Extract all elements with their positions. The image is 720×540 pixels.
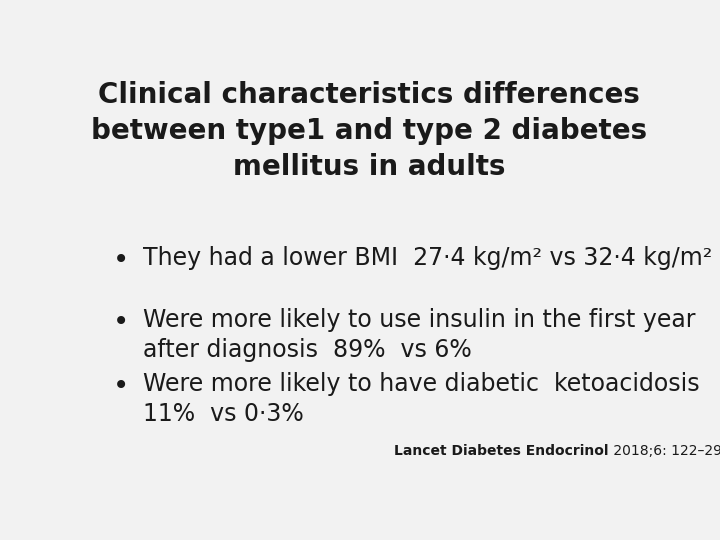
- Text: Clinical characteristics differences
between type1 and type 2 diabetes
mellitus : Clinical characteristics differences bet…: [91, 82, 647, 181]
- Text: Were more likely to have diabetic  ketoacidosis
11%  vs 0·3%: Were more likely to have diabetic ketoac…: [143, 373, 700, 426]
- Text: •: •: [112, 308, 129, 336]
- Text: They had a lower BMI  27·4 kg/m² vs 32·4 kg/m²: They had a lower BMI 27·4 kg/m² vs 32·4 …: [143, 246, 712, 269]
- Text: •: •: [112, 246, 129, 274]
- Text: Lancet Diabetes Endocrinol: Lancet Diabetes Endocrinol: [394, 444, 608, 458]
- Text: Were more likely to use insulin in the first year
after diagnosis  89%  vs 6%: Were more likely to use insulin in the f…: [143, 308, 696, 362]
- Text: •: •: [112, 373, 129, 401]
- Text: 2018;6: 122–29: 2018;6: 122–29: [608, 444, 720, 458]
